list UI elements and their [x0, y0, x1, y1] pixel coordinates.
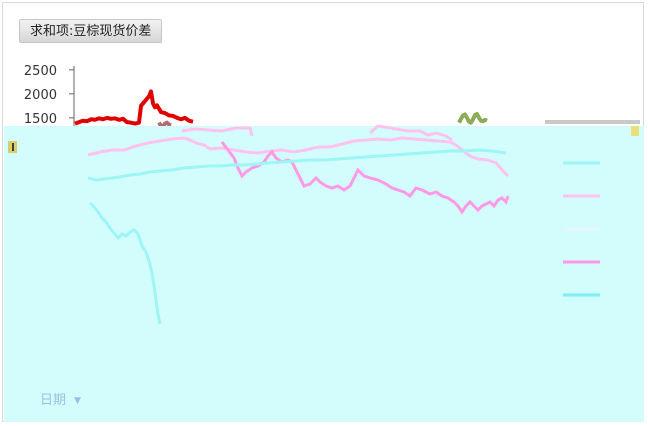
series-line-2 — [457, 112, 488, 125]
legend — [563, 161, 600, 297]
series-pink-line — [220, 141, 510, 215]
pivot-value-field-button[interactable]: 求和项:豆棕现货价差 — [19, 19, 163, 43]
series-pink-top-bits — [181, 126, 254, 137]
marker-right — [631, 126, 639, 136]
plot-area — [74, 89, 488, 128]
series-line-0 — [74, 89, 194, 126]
y-tick-label: 1500 — [24, 112, 57, 127]
series-light-pink-line — [87, 136, 510, 178]
overlay-band — [4, 126, 644, 422]
series-line-1 — [157, 120, 172, 128]
overlay-band-top-left — [4, 126, 160, 136]
axis-field-label: 日期 — [40, 393, 67, 408]
y-tick-label: 2000 — [24, 88, 57, 103]
y-tick-label: 2500 — [24, 64, 57, 79]
series-cyan-upper — [87, 148, 507, 182]
pivot-axis-field-button[interactable]: 日期 ▼ — [40, 389, 81, 408]
marker-left-dots — [12, 143, 14, 151]
gray-strip — [545, 120, 640, 124]
series-cyan-drop — [88, 201, 162, 325]
y-axis: 2500 2000 1500 — [24, 64, 75, 130]
series-pink-top-bits-2 — [369, 124, 453, 142]
triangle-down-icon: ▼ — [74, 395, 81, 406]
